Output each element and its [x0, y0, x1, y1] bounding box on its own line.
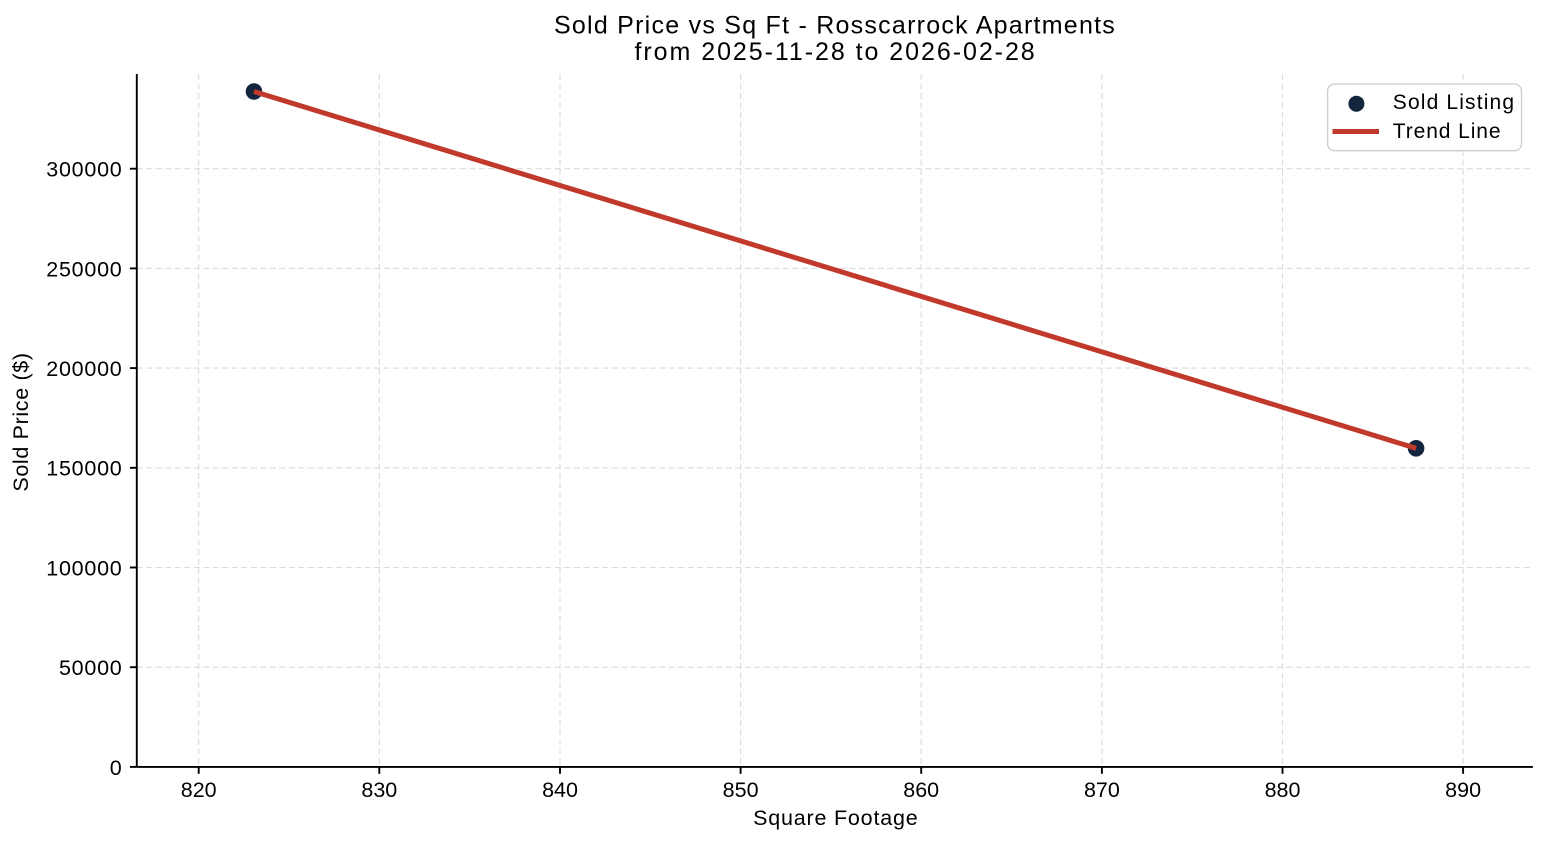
svg-text:Sold Listing: Sold Listing	[1393, 91, 1515, 114]
svg-text:250000: 250000	[46, 257, 122, 281]
svg-text:890: 890	[1445, 778, 1481, 802]
svg-text:820: 820	[181, 778, 217, 802]
svg-text:from 2025-11-28 to 2026-02-28: from 2025-11-28 to 2026-02-28	[635, 38, 1037, 66]
svg-text:Square Footage: Square Footage	[753, 806, 918, 830]
svg-text:840: 840	[542, 778, 578, 802]
svg-text:Sold Price ($): Sold Price ($)	[9, 352, 33, 491]
svg-text:150000: 150000	[46, 457, 122, 481]
svg-text:880: 880	[1265, 778, 1301, 802]
svg-text:300000: 300000	[46, 158, 122, 182]
svg-text:100000: 100000	[46, 556, 122, 580]
svg-text:860: 860	[903, 778, 939, 802]
svg-text:870: 870	[1084, 778, 1120, 802]
svg-text:850: 850	[723, 778, 759, 802]
svg-text:830: 830	[361, 778, 397, 802]
svg-text:Sold Price vs Sq Ft - Rosscarr: Sold Price vs Sq Ft - Rosscarrock Apartm…	[554, 12, 1116, 40]
svg-text:0: 0	[110, 756, 123, 780]
svg-text:Trend Line: Trend Line	[1393, 120, 1502, 143]
svg-text:200000: 200000	[46, 357, 122, 381]
svg-text:50000: 50000	[59, 656, 123, 680]
